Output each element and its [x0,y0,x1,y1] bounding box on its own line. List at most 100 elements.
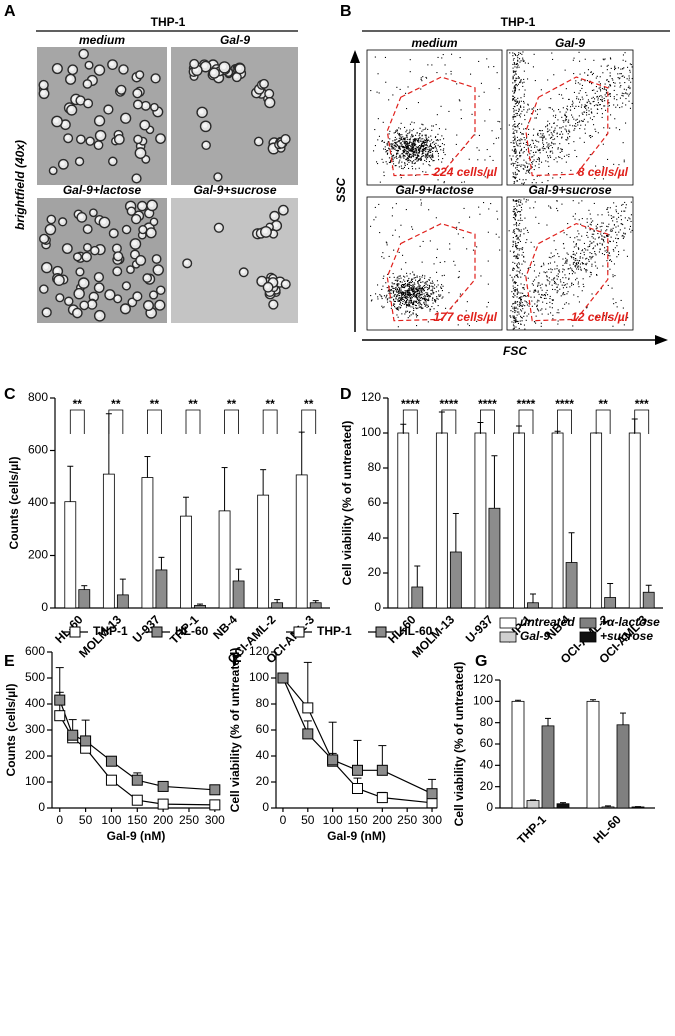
event-dot [524,182,525,183]
event-dot [592,90,593,91]
event-dot [515,215,516,216]
event-dot [393,163,394,164]
event-dot [521,124,522,125]
event-dot [602,253,603,254]
event-dot [513,124,514,125]
event-dot [377,296,378,297]
event-dot [580,258,581,259]
event-dot [520,166,521,167]
event-dot [558,147,559,148]
event-dot [424,129,425,130]
event-dot [515,153,516,154]
cell-core [85,245,88,248]
event-dot [417,281,418,282]
cell-core [84,254,88,258]
event-dot [425,292,426,293]
event-dot [513,303,514,304]
event-dot [575,80,576,81]
bar [142,478,153,608]
event-dot [528,232,529,233]
event-dot [559,157,560,158]
event-dot [604,247,605,248]
event-dot [431,149,432,150]
event-dot [400,290,401,291]
event-dot [392,156,393,157]
event-dot [433,283,434,284]
event-dot [456,144,457,145]
event-dot [574,237,575,238]
event-dot [621,223,622,224]
cell-core [69,107,73,111]
cell-core [76,291,81,296]
event-dot [579,138,580,139]
event-dot [379,136,380,137]
event-dot [516,142,517,143]
event-dot [409,282,410,283]
event-dot [613,249,614,250]
event-dot [568,279,569,280]
event-dot [488,208,489,209]
event-dot [421,131,422,132]
event-dot [543,150,544,151]
event-dot [523,252,524,253]
event-dot [565,120,566,121]
event-dot [519,109,520,110]
event-dot [591,83,592,84]
event-dot [522,308,523,309]
event-dot [580,99,581,100]
event-dot [384,306,385,307]
event-dot [548,166,549,167]
event-dot [520,218,521,219]
event-dot [389,297,390,298]
event-dot [431,146,432,147]
event-dot [619,129,620,130]
event-dot [419,133,420,134]
event-dot [409,143,410,144]
event-dot [542,140,543,141]
event-dot [520,321,521,322]
event-dot [557,136,558,137]
event-dot [608,215,609,216]
event-dot [406,305,407,306]
event-dot [586,264,587,265]
event-dot [518,54,519,55]
event-dot [434,288,435,289]
event-dot [423,155,424,156]
event-dot [584,252,585,253]
event-dot [536,277,537,278]
event-dot [527,109,528,110]
event-dot [520,298,521,299]
event-dot [521,139,522,140]
cell-core [116,136,120,140]
event-dot [614,90,615,91]
event-dot [556,283,557,284]
event-dot [632,66,633,67]
event-dot [513,142,514,143]
event-dot [479,150,480,151]
event-dot [599,251,600,252]
series-line [60,716,215,805]
event-dot [547,180,548,181]
event-dot [590,118,591,119]
event-dot [512,269,513,270]
event-dot [608,65,609,66]
event-dot [589,244,590,245]
event-dot [377,298,378,299]
cell-core [216,225,220,229]
event-dot [511,291,512,292]
event-dot [524,305,525,306]
event-dot [523,109,524,110]
event-dot [542,130,543,131]
event-dot [436,298,437,299]
event-dot [513,119,514,120]
event-dot [538,292,539,293]
event-dot [608,226,609,227]
event-dot [370,90,371,91]
event-dot [392,158,393,159]
event-dot [525,179,526,180]
event-dot [512,316,513,317]
event-dot [569,136,570,137]
event-dot [413,148,414,149]
event-dot [590,135,591,136]
event-dot [533,143,534,144]
